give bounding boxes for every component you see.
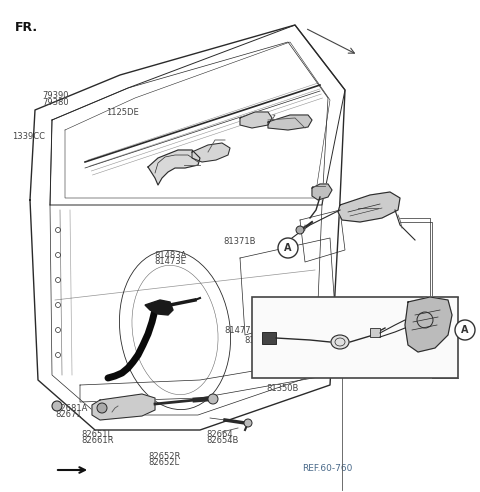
Text: REF.60-760: REF.60-760 [302,464,353,473]
Text: 81350B: 81350B [266,384,299,393]
Circle shape [52,401,62,411]
Text: 81473E: 81473E [155,257,186,266]
Circle shape [244,419,252,427]
Circle shape [455,320,475,340]
Text: 82654B: 82654B [206,436,239,445]
Polygon shape [192,143,230,162]
Polygon shape [312,184,332,200]
Text: 81456C: 81456C [245,337,277,345]
Text: 82671: 82671 [55,410,82,419]
Circle shape [296,226,304,234]
Text: A: A [284,243,292,253]
Text: 82664: 82664 [206,430,233,439]
Text: 81483A: 81483A [155,251,187,260]
Bar [370,328,380,337]
Polygon shape [148,150,200,185]
Polygon shape [268,115,312,130]
Text: 81320E: 81320E [336,311,368,320]
Text: 1125DE: 1125DE [107,108,139,117]
Polygon shape [240,112,272,128]
Bar [252,297,458,378]
Text: 82661R: 82661R [82,436,114,445]
Ellipse shape [331,335,349,349]
Text: 81477: 81477 [225,326,251,335]
Circle shape [278,238,298,258]
Polygon shape [92,394,155,420]
Text: 79390: 79390 [42,92,69,100]
Circle shape [208,394,218,404]
Text: FR.: FR. [14,21,37,33]
Polygon shape [145,300,173,315]
Bar [262,332,276,344]
Text: 81371B: 81371B [223,237,256,246]
Text: 79380: 79380 [42,98,69,107]
Text: 81310E: 81310E [336,318,368,327]
Text: A: A [461,325,469,335]
Text: 82652R: 82652R [149,452,181,461]
Text: 82651L: 82651L [82,430,113,439]
Circle shape [97,403,107,413]
Text: 82665: 82665 [317,363,343,372]
Text: 1339CC: 1339CC [12,132,45,141]
Text: 82655: 82655 [317,369,343,378]
Text: 82652L: 82652L [149,458,180,467]
Polygon shape [338,192,400,222]
Text: 82681A: 82681A [55,404,87,413]
Polygon shape [405,297,452,352]
